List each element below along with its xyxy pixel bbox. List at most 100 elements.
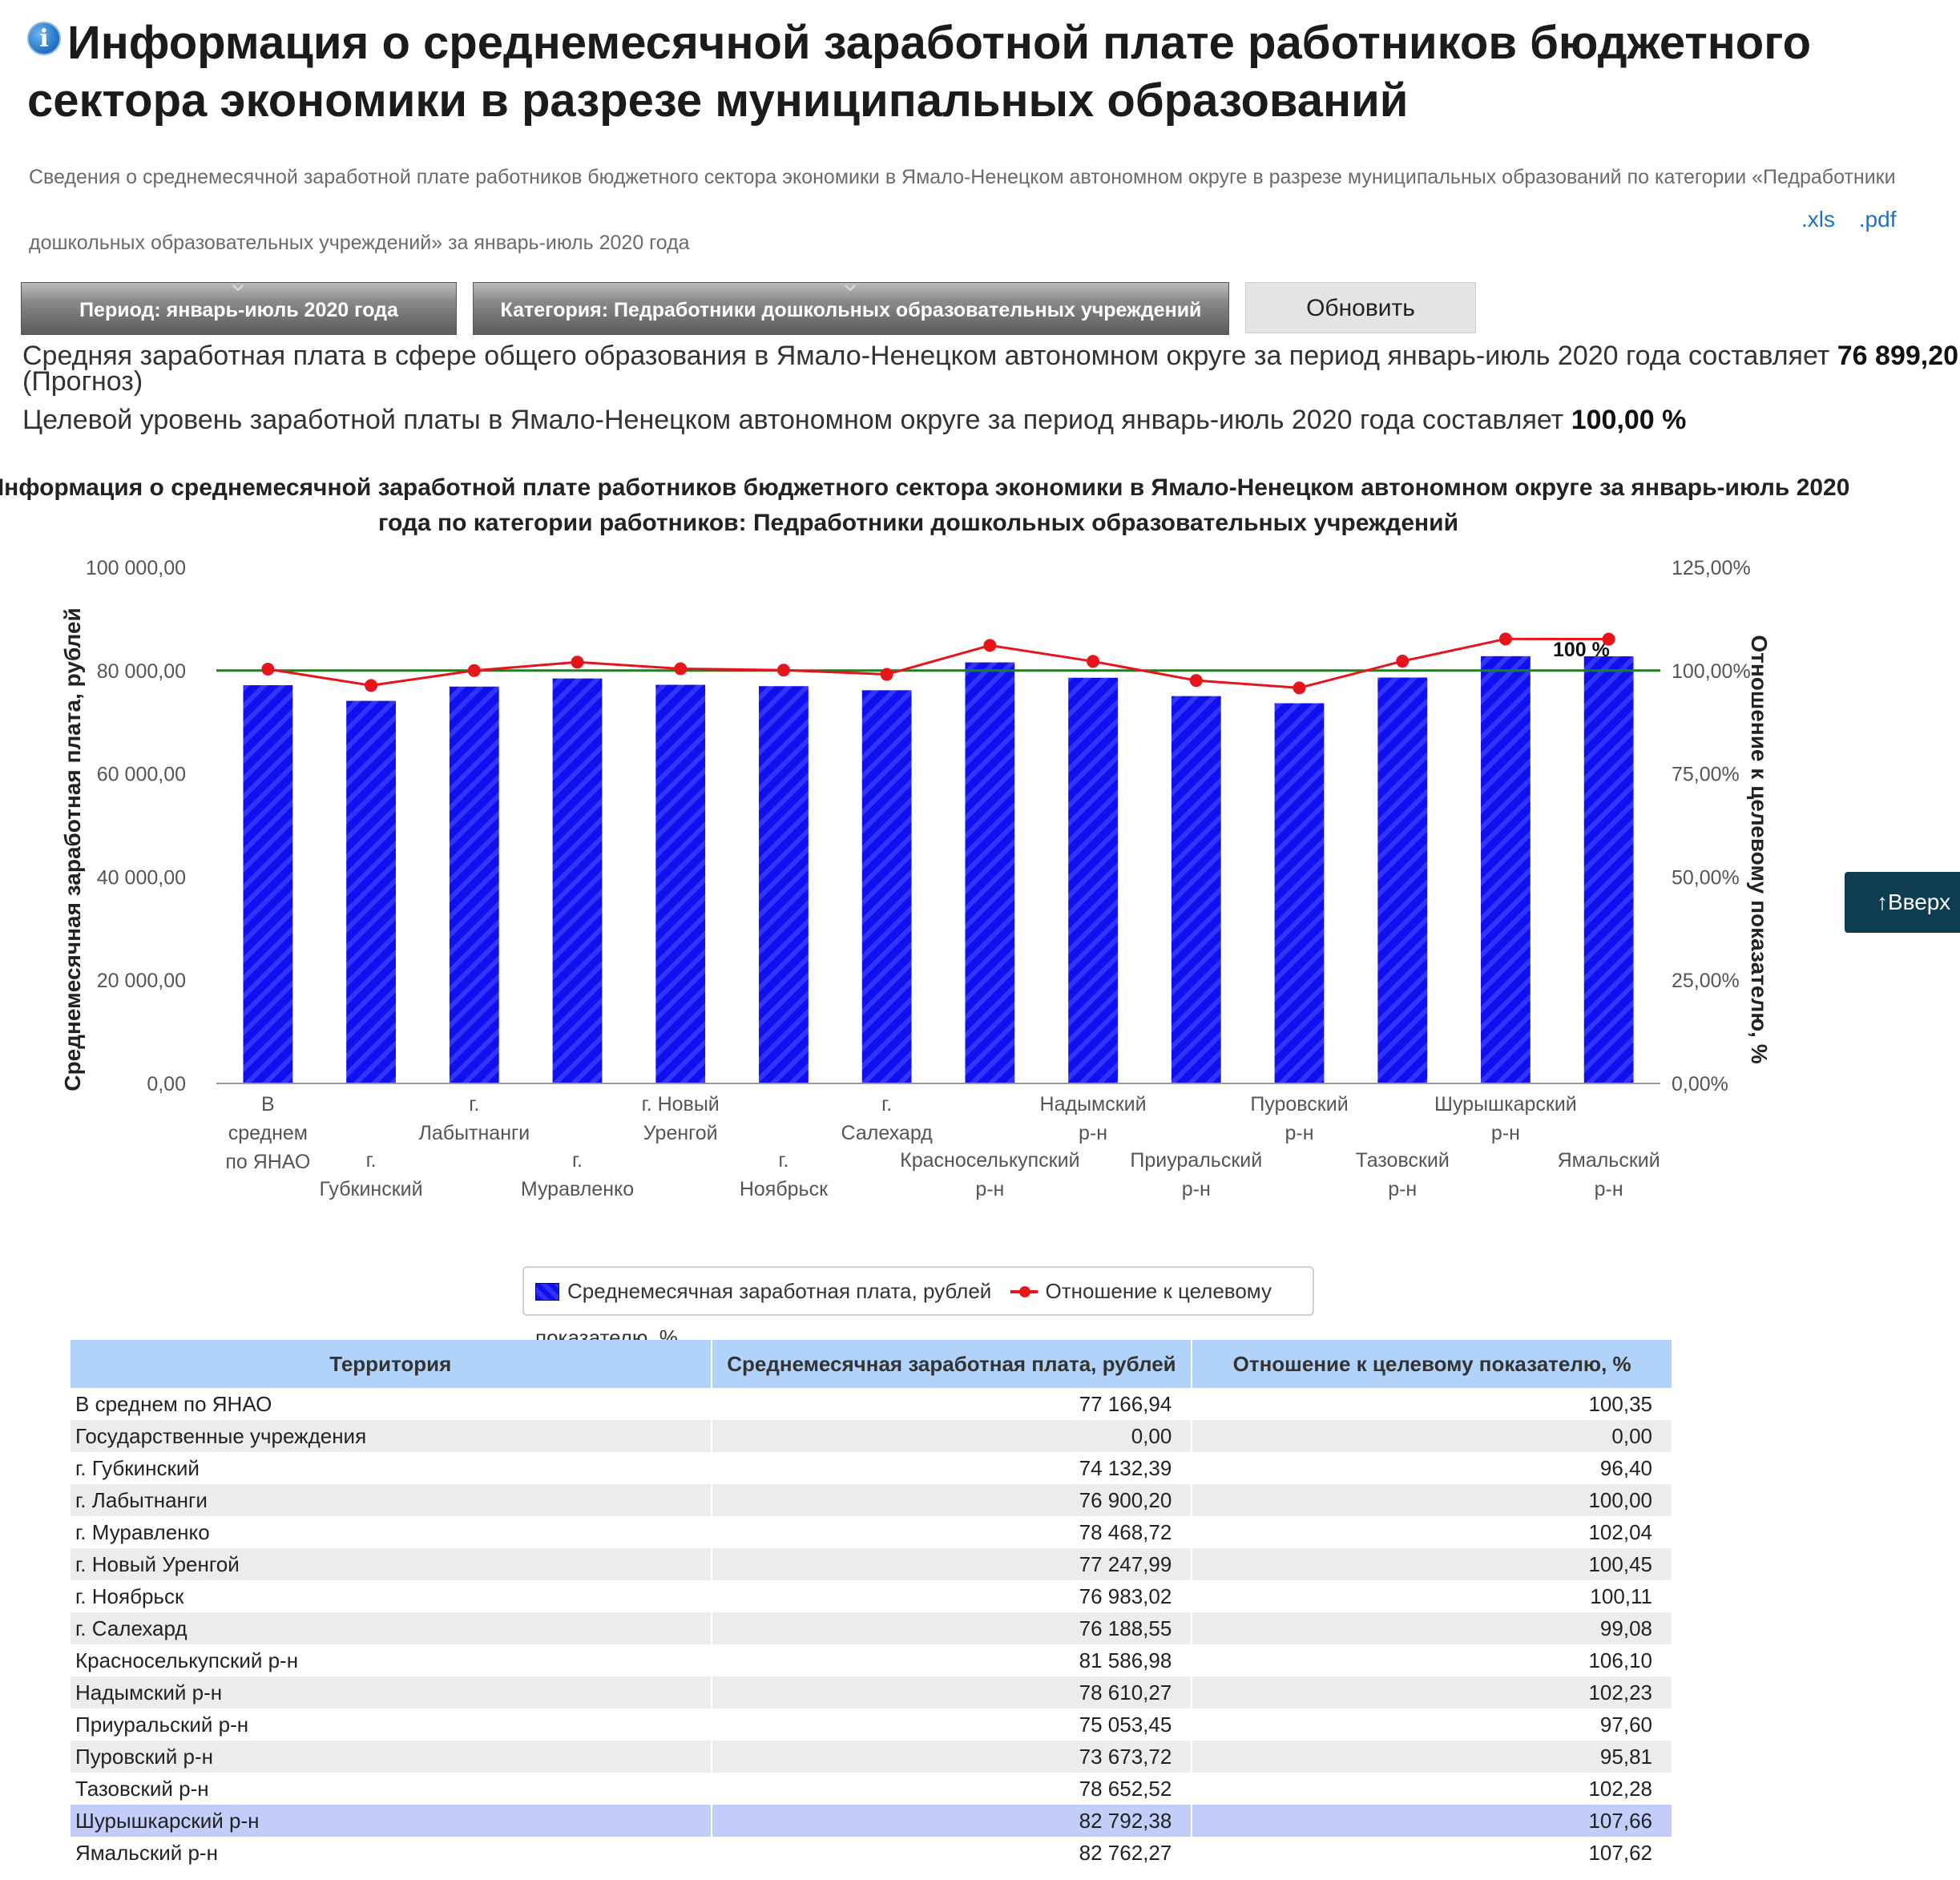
- table-row: Ямальский р-н 82 762,27 107,62: [71, 1837, 1673, 1869]
- ratio-point: [1293, 681, 1306, 695]
- x-tick-label: Лабытнанги: [418, 1122, 530, 1144]
- export-xls-link[interactable]: .xls: [1801, 207, 1835, 232]
- ratio-point: [880, 668, 893, 681]
- salary-bar: [1481, 656, 1530, 1083]
- table-cell-ratio: 95,81: [1192, 1741, 1673, 1773]
- x-tick-label: В: [261, 1093, 275, 1115]
- x-tick-label: г.: [572, 1149, 583, 1172]
- scroll-to-top-button[interactable]: ↑Вверх: [1845, 872, 1960, 933]
- chart-y-ticks: 0,00 20 000,00 40 000,00 60 000,00 80 000,00…: [86, 557, 186, 1095]
- summary-target-text: Целевой уровень заработной платы в Ямало…: [22, 405, 1571, 435]
- chart-ratio-line: [261, 632, 1615, 695]
- ratio-point: [983, 639, 997, 652]
- period-dropdown-label: Период: январь-июль 2020 года: [79, 299, 398, 321]
- table-row: г. Губкинский 74 132,39 96,40: [71, 1452, 1673, 1484]
- salary-bar: [346, 700, 396, 1083]
- y2-tick-label: 0,00%: [1672, 1073, 1728, 1095]
- period-dropdown[interactable]: Период: январь-июль 2020 года: [21, 282, 457, 335]
- summary-target-level: Целевой уровень заработной платы в Ямало…: [22, 404, 1686, 436]
- table-cell-territory: г. Муравленко: [71, 1516, 712, 1548]
- ratio-point: [261, 662, 275, 676]
- table-cell-ratio: 100,11: [1192, 1580, 1673, 1612]
- x-tick-label: Салехард: [841, 1122, 934, 1144]
- column-header-salary: Среднемесячная заработная плата, рублей: [711, 1340, 1193, 1388]
- table-cell-territory: Тазовский р-н: [71, 1773, 712, 1805]
- column-header-territory: Территория: [71, 1340, 712, 1388]
- x-tick-label: Шурышкарский: [1434, 1093, 1577, 1115]
- salary-bar: [1377, 677, 1428, 1083]
- ratio-line: [268, 637, 1609, 689]
- table-cell-ratio: 102,04: [1192, 1516, 1673, 1548]
- table-row: г. Лабытнанги 76 900,20 100,00: [71, 1484, 1673, 1516]
- table-cell-territory: Красноселькупский р-н: [71, 1644, 712, 1676]
- y2-tick-label: 100,00%: [1672, 660, 1751, 683]
- y2-tick-label: 75,00%: [1672, 764, 1740, 786]
- ratio-point: [674, 662, 688, 676]
- table-cell-territory: г. Губкинский: [71, 1452, 712, 1484]
- x-tick-label: г.: [778, 1149, 788, 1172]
- y2-tick-label: 125,00%: [1672, 557, 1751, 579]
- summary-average-text: Средняя заработная плата в сфере общего …: [22, 341, 1837, 371]
- salary-bar: [552, 678, 603, 1083]
- table-cell-ratio: 107,66: [1192, 1805, 1673, 1837]
- export-pdf-link[interactable]: .pdf: [1858, 207, 1897, 232]
- table-cell-territory: г. Ноябрьск: [71, 1580, 712, 1612]
- x-tick-label: среднем: [228, 1122, 308, 1144]
- x-tick-label: г.: [469, 1093, 479, 1115]
- table-cell-salary: 78 652,52: [711, 1773, 1193, 1805]
- x-tick-label: по ЯНАО: [225, 1151, 310, 1173]
- x-tick-label: Пуровский: [1250, 1093, 1348, 1115]
- category-dropdown[interactable]: Категория: Педработники дошкольных образ…: [473, 282, 1229, 335]
- x-tick-label: р-н: [1079, 1122, 1107, 1144]
- export-links: .xls .pdf: [1801, 207, 1914, 232]
- target-line-label: 100 %: [1553, 639, 1610, 661]
- table-row: Шурышкарский р-н 82 792,38 107,66: [71, 1805, 1673, 1837]
- table-cell-territory: В среднем по ЯНАО: [71, 1388, 712, 1420]
- table-cell-ratio: 97,60: [1192, 1709, 1673, 1741]
- refresh-button[interactable]: Обновить: [1245, 282, 1476, 333]
- salary-bar: [759, 686, 809, 1083]
- y-tick-label: 80 000,00: [97, 660, 186, 683]
- chart-bars: [216, 656, 1660, 1084]
- summary-forecast-note: (Прогноз): [22, 366, 143, 397]
- summary-target-value: 100,00 %: [1571, 405, 1687, 435]
- table-row: В среднем по ЯНАО 77 166,94 100,35: [71, 1388, 1673, 1420]
- table-cell-salary: 77 247,99: [711, 1548, 1193, 1580]
- table-cell-territory: Пуровский р-н: [71, 1741, 712, 1773]
- x-tick-label: Надымский: [1040, 1093, 1147, 1115]
- summary-average-salary: Средняя заработная плата в сфере общего …: [22, 340, 1958, 372]
- table-cell-ratio: 102,28: [1192, 1773, 1673, 1805]
- table-cell-territory: г. Новый Уренгой: [71, 1548, 712, 1580]
- salary-bar: [1583, 656, 1634, 1083]
- ratio-point: [1087, 655, 1100, 668]
- salary-bar: [1068, 677, 1118, 1083]
- chevron-down-icon: [845, 284, 856, 292]
- x-tick-label: Красноселькупский: [900, 1149, 1079, 1172]
- ratio-point: [1602, 632, 1615, 646]
- x-tick-label: г.: [366, 1149, 377, 1172]
- salary-bar: [965, 662, 1015, 1083]
- x-tick-label: Ямальский: [1558, 1149, 1660, 1172]
- y-tick-label: 40 000,00: [97, 866, 186, 889]
- x-tick-label: р-н: [1491, 1122, 1520, 1144]
- x-tick-label: г. Новый: [642, 1093, 720, 1115]
- table-cell-ratio: 100,35: [1192, 1388, 1673, 1420]
- chart-title-line2: года по категории работников: Педработни…: [378, 510, 1458, 536]
- table-row: г. Ноябрьск 76 983,02 100,11: [71, 1580, 1673, 1612]
- table-cell-territory: Надымский р-н: [71, 1676, 712, 1709]
- ratio-point: [1189, 674, 1203, 688]
- x-tick-label: Ноябрьск: [740, 1178, 829, 1200]
- x-tick-label: г.: [881, 1093, 892, 1115]
- ratio-point: [1498, 632, 1512, 646]
- table-cell-salary: 76 983,02: [711, 1580, 1193, 1612]
- table-cell-ratio: 100,00: [1192, 1484, 1673, 1516]
- x-tick-label: р-н: [1595, 1178, 1623, 1200]
- x-tick-label: р-н: [1388, 1178, 1417, 1200]
- ratio-point: [571, 656, 584, 669]
- table-cell-salary: 74 132,39: [711, 1452, 1193, 1484]
- x-tick-label: р-н: [1284, 1122, 1313, 1144]
- salary-chart: Информация о среднемесячной заработной п…: [0, 474, 1849, 1200]
- table-cell-salary: 0,00: [711, 1420, 1193, 1452]
- table-row: Пуровский р-н 73 673,72 95,81: [71, 1741, 1673, 1773]
- x-tick-label: Губкинский: [320, 1178, 423, 1200]
